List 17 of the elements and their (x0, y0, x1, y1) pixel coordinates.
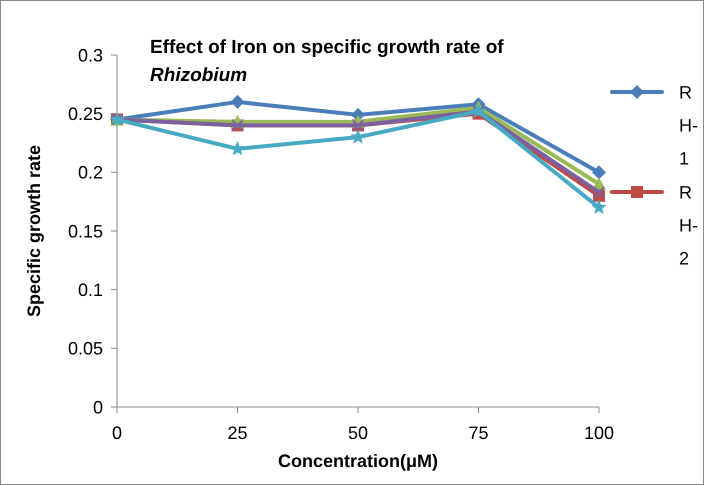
x-tick-label: 0 (112, 423, 122, 443)
x-tick-label: 50 (348, 423, 368, 443)
chart-title: Effect of Iron on specific growth rate of Rhizobium (150, 37, 504, 86)
legend-label: RH-2 (679, 182, 698, 268)
y-tick-label: 0.3 (78, 45, 103, 66)
y-tick-label: 0.2 (78, 162, 103, 183)
y-tick-label: 0.1 (78, 280, 103, 300)
y-tick-label: 0 (92, 397, 103, 418)
y-tick-label: 0.15 (68, 221, 103, 242)
y-tick-label: 0.05 (68, 338, 103, 359)
y-tick-label: 0.25 (68, 104, 103, 124)
x-axis-title: Concentration(μM) (278, 451, 438, 471)
x-tick-label: 25 (227, 423, 248, 443)
y-axis-title: Specific growth rate (24, 144, 44, 318)
x-tick-label: 100 (584, 423, 614, 443)
x-tick-label: 75 (468, 423, 489, 443)
legend-label: RH-1 (679, 82, 698, 168)
